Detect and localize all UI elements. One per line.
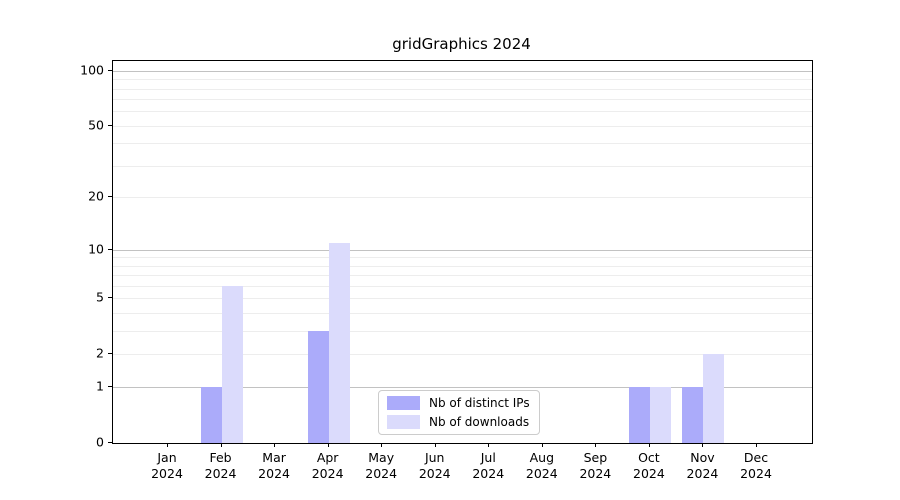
x-tick-label: Oct 2024	[633, 450, 665, 481]
minor-gridline	[113, 197, 812, 199]
y-axis-tick	[108, 353, 112, 355]
minor-gridline	[113, 125, 812, 127]
x-axis-tick	[434, 443, 436, 447]
y-axis-tick	[108, 297, 112, 299]
minor-gridline	[113, 331, 812, 333]
bar-distinct-ips-apr-2024	[307, 331, 329, 443]
x-tick-label: Jan 2024	[151, 450, 183, 481]
y-tick-label: 10	[88, 241, 104, 257]
minor-gridline	[113, 313, 812, 315]
legend: Nb of distinct IPs Nb of downloads	[378, 390, 540, 435]
x-tick-year-label: 2024	[365, 466, 398, 481]
plot-area	[112, 60, 813, 444]
x-axis-tick	[327, 443, 329, 447]
x-axis-tick	[648, 443, 650, 447]
y-tick-label: 1	[96, 378, 104, 394]
x-axis-tick	[381, 443, 383, 447]
x-tick-year-label: 2024	[579, 466, 612, 481]
y-tick-label: 20	[88, 188, 104, 204]
x-tick-label: Jun 2024	[418, 450, 451, 481]
y-axis-tick	[108, 442, 112, 443]
x-axis-tick	[541, 443, 543, 447]
legend-label-distinct-ips: Nb of distinct IPs	[429, 396, 530, 410]
x-tick-year-label: 2024	[151, 466, 183, 481]
y-tick-label: 100	[80, 62, 104, 78]
minor-gridline	[113, 111, 812, 113]
y-axis-tick	[108, 196, 112, 198]
y-tick-label: 0	[96, 434, 104, 450]
legend-swatch-downloads	[387, 415, 420, 429]
x-tick-year-label: 2024	[418, 466, 451, 481]
x-tick-label: Apr 2024	[311, 450, 344, 481]
y-axis-tick	[108, 69, 112, 71]
minor-gridline	[113, 298, 812, 300]
major-gridline	[113, 387, 812, 389]
legend-label-downloads: Nb of downloads	[429, 415, 530, 429]
x-tick-label: Aug 2024	[525, 450, 558, 481]
x-tick-year-label: 2024	[740, 466, 772, 481]
minor-gridline	[113, 88, 812, 90]
bar-downloads-feb-2024	[221, 286, 243, 443]
y-axis-tick	[108, 386, 112, 388]
x-tick-year-label: 2024	[204, 466, 237, 481]
x-tick-label: Jul 2024	[472, 450, 505, 481]
minor-gridline	[113, 265, 812, 267]
y-tick-label: 2	[96, 345, 104, 361]
minor-gridline	[113, 166, 812, 168]
x-tick-label: Dec 2024	[740, 450, 772, 481]
x-tick-label: Sep 2024	[579, 450, 612, 481]
minor-gridline	[113, 143, 812, 145]
x-axis-tick	[488, 443, 490, 447]
x-axis-tick	[595, 443, 597, 447]
minor-gridline	[113, 99, 812, 101]
legend-swatch-distinct-ips	[387, 396, 420, 410]
minor-gridline	[113, 257, 812, 259]
bar-downloads-apr-2024	[328, 242, 350, 443]
x-tick-label: Nov 2024	[686, 450, 719, 481]
bar-distinct-ips-feb-2024	[200, 387, 222, 443]
x-axis-tick	[220, 443, 222, 447]
x-tick-year-label: 2024	[258, 466, 290, 481]
bar-distinct-ips-nov-2024	[682, 387, 704, 443]
x-axis-tick	[274, 443, 276, 447]
legend-entry-distinct-ips: Nb of distinct IPs	[387, 396, 530, 410]
major-gridline	[113, 249, 812, 251]
y-tick-label: 50	[88, 117, 104, 133]
major-gridline	[113, 70, 812, 72]
x-tick-label: May 2024	[365, 450, 398, 481]
chart-title: gridGraphics 2024	[392, 35, 531, 53]
minor-gridline	[113, 354, 812, 356]
y-tick-label: 5	[96, 289, 104, 305]
x-tick-year-label: 2024	[633, 466, 665, 481]
legend-entry-downloads: Nb of downloads	[387, 415, 530, 429]
x-tick-year-label: 2024	[525, 466, 558, 481]
x-tick-label: Mar 2024	[258, 450, 290, 481]
x-tick-year-label: 2024	[311, 466, 344, 481]
bar-downloads-oct-2024	[649, 387, 671, 443]
x-tick-year-label: 2024	[472, 466, 505, 481]
y-axis-tick	[108, 124, 112, 126]
x-axis-tick	[702, 443, 704, 447]
x-axis-tick	[167, 443, 168, 447]
minor-gridline	[113, 286, 812, 288]
bar-distinct-ips-oct-2024	[628, 387, 650, 443]
x-axis-tick	[756, 443, 757, 447]
minor-gridline	[113, 275, 812, 277]
y-axis-tick	[108, 248, 112, 250]
x-tick-year-label: 2024	[686, 466, 719, 481]
bar-downloads-nov-2024	[703, 354, 725, 443]
x-tick-label: Feb 2024	[204, 450, 237, 481]
minor-gridline	[113, 79, 812, 81]
